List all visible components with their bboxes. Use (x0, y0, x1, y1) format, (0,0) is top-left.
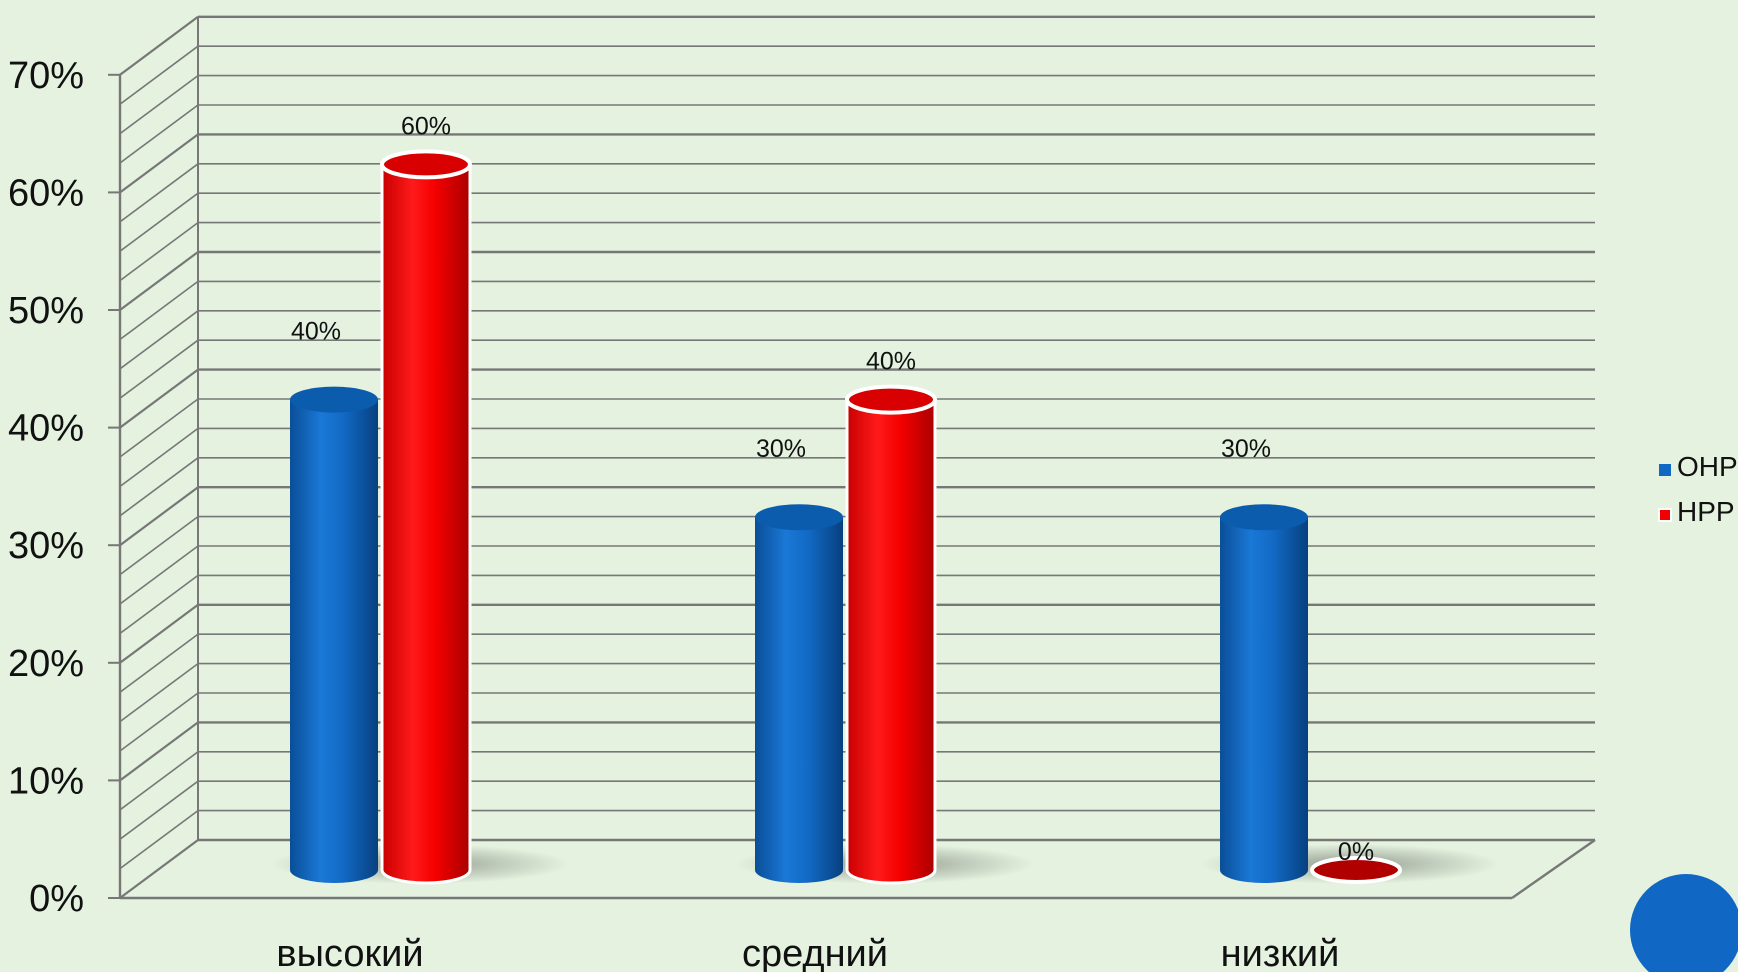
axes (118, 16, 1596, 900)
side-gridline (119, 457, 199, 517)
bar-top-низкий-ОНР (1220, 504, 1308, 531)
side-gridline (119, 221, 199, 282)
side-gridline (119, 721, 199, 782)
category-label: высокий (276, 933, 423, 972)
y-tick-label: 0% (29, 878, 84, 920)
side-gridline (119, 809, 199, 870)
side-gridline (119, 104, 199, 164)
side-gridline (119, 398, 199, 458)
side-gridline (119, 780, 199, 840)
data-label: 40% (866, 348, 916, 376)
side-gridline (119, 839, 199, 899)
category-label: средний (742, 933, 888, 972)
side-gridline (119, 574, 199, 635)
legend-swatch (1658, 508, 1672, 522)
side-gridline (119, 633, 199, 693)
side-gridline (119, 751, 199, 811)
bar-средний-НРР (845, 398, 937, 885)
side-gridline (119, 15, 199, 76)
bar-top-средний-НРР (845, 384, 937, 415)
side-gridline (119, 427, 199, 488)
y-tick-label: 20% (8, 643, 84, 685)
legend-swatch (1659, 464, 1671, 476)
side-gridline (119, 310, 199, 370)
data-label: 30% (1221, 435, 1271, 463)
y-tick-label: 60% (8, 172, 84, 214)
side-gridline (119, 692, 199, 752)
bar-top-высокий-НРР (380, 149, 472, 180)
side-gridline (119, 486, 199, 547)
corner-decoration (1630, 874, 1738, 972)
data-label: 60% (401, 112, 451, 140)
bar-высокий-ОНР (290, 399, 378, 883)
bar-низкий-ОНР (1220, 517, 1308, 883)
side-gridline (119, 251, 199, 311)
legend-label: ОНР (1677, 451, 1738, 482)
data-label: 40% (291, 318, 341, 346)
bar-top-средний-ОНР (755, 504, 843, 531)
data-label: 30% (756, 435, 806, 463)
side-gridline (119, 192, 199, 252)
side-gridline (119, 545, 199, 605)
side-gridline (119, 368, 199, 429)
y-tick-label: 50% (8, 290, 84, 332)
side-gridline (119, 662, 199, 723)
side-gridline (119, 515, 199, 576)
side-gridline (119, 133, 199, 194)
data-labels: 40% 60% 30% 40% 30% 0% (291, 112, 1374, 866)
bar-средний-ОНР (755, 517, 843, 883)
side-gridline (119, 280, 199, 341)
side-gridline (119, 163, 199, 223)
side-gridline (119, 74, 199, 135)
y-tick-label: 70% (8, 55, 84, 97)
y-tick-label: 30% (8, 525, 84, 567)
y-tick-labels: 0% 10% 20% 30% 40% 50% 60% 70% (8, 55, 120, 920)
legend-label: НРР (1677, 496, 1735, 527)
y-tick-label: 40% (8, 408, 84, 450)
bars (270, 149, 1500, 885)
bar-высокий-НРР (380, 162, 472, 885)
floor-right-edge (1511, 839, 1596, 899)
side-gridline (119, 45, 199, 105)
bar-низкий-НРР (1310, 856, 1402, 884)
legend: ОНР НРР (1658, 451, 1738, 527)
side-gridline (119, 339, 199, 399)
side-gridline (119, 603, 199, 664)
data-label: 0% (1338, 838, 1374, 866)
y-tick-label: 10% (8, 760, 84, 802)
category-label: низкий (1221, 933, 1340, 972)
category-labels: высокий средний низкий (276, 933, 1339, 972)
bar-top-высокий-ОНР (290, 386, 378, 413)
